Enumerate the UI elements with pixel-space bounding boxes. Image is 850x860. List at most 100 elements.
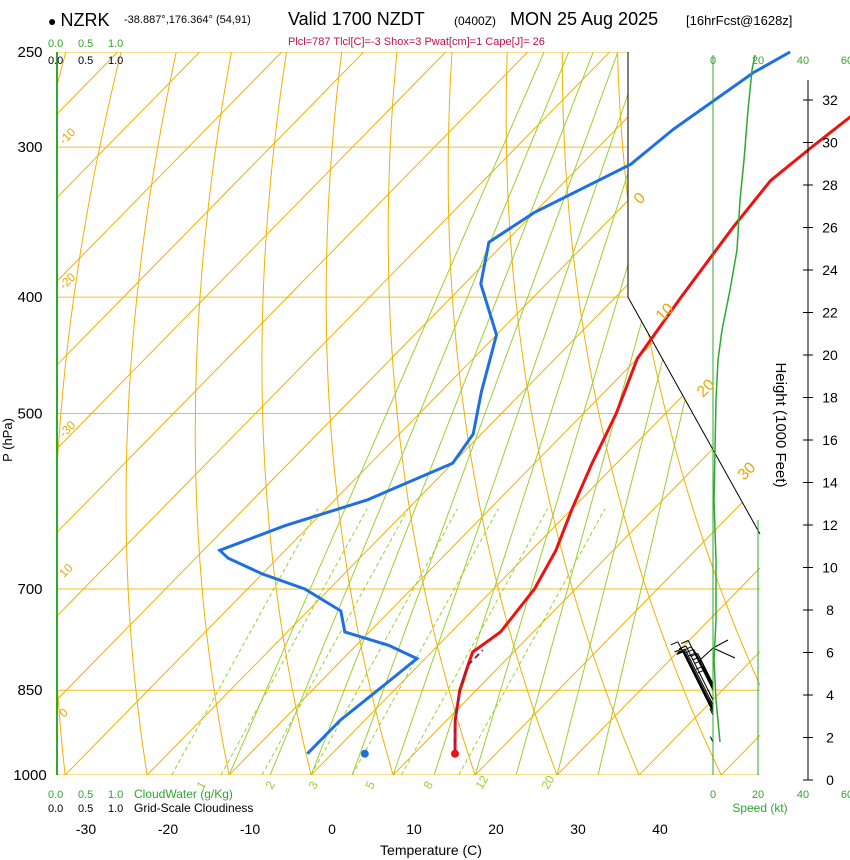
temperature-tick-label: 40 — [652, 821, 668, 837]
mixing-ratio-label: 5 — [362, 778, 378, 791]
mixing-ratio-label: 12 — [472, 773, 491, 792]
mixing-ratio-label: 2 — [262, 778, 278, 791]
height-tick-label: 22 — [822, 305, 838, 321]
isotherm-label: 0 — [631, 189, 649, 207]
series-parcel-line — [454, 649, 484, 754]
mixing-ratio-line — [261, 508, 409, 775]
cloud-scale-tick: 0.5 — [78, 38, 93, 50]
station-id: ● NZRK — [48, 10, 109, 31]
wind-barb — [697, 653, 714, 685]
moist-adiabat — [228, 52, 545, 775]
height-tick-label: 18 — [822, 390, 838, 406]
wind-barb — [685, 645, 714, 701]
mixing-ratio-label: 3 — [305, 778, 321, 791]
speed-tick-bottom: 60 — [841, 789, 850, 801]
height-tick-label: 24 — [822, 262, 838, 278]
mixing-ratio-line — [458, 508, 606, 775]
grid-layer — [56, 52, 850, 775]
mixing-ratio-label: 20 — [538, 773, 557, 792]
height-tick-label: 4 — [826, 687, 834, 703]
cloud-scale-tick: 1.0 — [108, 38, 123, 50]
height-tick-label: 12 — [822, 517, 838, 533]
mixing-ratio-line — [400, 508, 549, 775]
cloud-scale-tick: 0.5 — [78, 803, 93, 815]
wind-barb — [677, 641, 714, 713]
pressure-tick-label: 850 — [17, 682, 42, 699]
y2-axis-label: Height (1000 Feet) — [772, 362, 789, 487]
wind-barb-flag — [674, 648, 682, 653]
y-axis-label: P (hPa) — [0, 418, 15, 462]
mixing-ratio-line — [220, 508, 368, 775]
dry-adiabat — [505, 52, 640, 775]
station-dot-icon: ● — [48, 13, 57, 29]
station-name: NZRK — [60, 10, 110, 30]
chart-header: ● NZRK -38.887°,176.364° (54,91) Valid 17… — [0, 0, 850, 52]
cloud-scale-tick: 1.0 — [108, 803, 123, 815]
isotherm — [638, 52, 760, 775]
isotherm — [474, 52, 760, 775]
dry-adiabat — [561, 52, 722, 775]
moist-adiabat — [392, 52, 643, 775]
pressure-tick-label: 250 — [17, 44, 42, 61]
isotherm-label: 10 — [56, 561, 76, 581]
moist-adiabat — [269, 52, 570, 775]
cloud-scale-tick: 0.5 — [78, 789, 93, 801]
series-dewpoint-line — [216, 50, 791, 755]
height-tick-label: 30 — [822, 135, 838, 151]
moist-adiabat — [310, 52, 594, 775]
valid-time-utc: (0400Z) — [454, 14, 497, 28]
dry-adiabat — [57, 52, 122, 775]
pressure-tick-label: 700 — [17, 581, 42, 598]
cloud-scale-tick: 1.0 — [108, 789, 123, 801]
cloud-scale-tick: 1.0 — [108, 55, 123, 67]
dry-adiabat — [387, 52, 476, 775]
wind-barbs — [670, 639, 736, 743]
valid-date: MON 25 Aug 2025 — [510, 9, 659, 29]
height-axis: 0246810121416182022242628303200202040406… — [710, 54, 850, 815]
isotherm-label: 30 — [735, 459, 760, 484]
wind-barb — [693, 649, 714, 689]
cloudiness-label: Grid-Scale Cloudiness — [134, 801, 253, 815]
cloud-scale-tick: 0.0 — [48, 55, 63, 67]
speed-label: Speed (kt) — [732, 801, 787, 815]
cloud-water-label: CloudWater (g/Kg) — [134, 787, 233, 801]
height-tick-label: 32 — [822, 92, 838, 108]
isotherm — [310, 52, 760, 775]
height-tick-label: 0 — [826, 772, 834, 788]
surface-temperature-dot — [451, 749, 459, 758]
speed-tick-top: 40 — [797, 55, 809, 67]
temperature-tick-label: 10 — [406, 821, 422, 837]
cloud-scale-tick: 0.0 — [48, 38, 63, 50]
dry-adiabat — [194, 52, 232, 775]
mixing-ratio-line — [310, 508, 458, 775]
pressure-tick-label: 400 — [17, 289, 42, 306]
station-coords: -38.887°,176.364° (54,91) — [124, 14, 251, 26]
dry-adiabat — [672, 52, 760, 775]
pressure-tick-label: 300 — [17, 139, 42, 156]
height-tick-label: 14 — [822, 475, 838, 491]
isotherm-label: 0 — [56, 705, 71, 720]
wind-speed-profile — [713, 54, 756, 743]
wind-barb — [683, 650, 714, 709]
wind-barb-flag — [677, 648, 686, 653]
temperature-tick-label: 30 — [570, 821, 586, 837]
isotherm-label: -10 — [56, 125, 78, 147]
valid-time: Valid 1700 NZDT — [288, 9, 425, 29]
dry-adiabat — [838, 52, 850, 775]
pressure-tick-label: 500 — [17, 406, 42, 423]
isotherm — [57, 52, 529, 775]
temperature-tick-label: 0 — [328, 821, 336, 837]
speed-tick-top: 60 — [841, 55, 850, 67]
speed-tick-bottom: 20 — [752, 789, 764, 801]
plot-frame-diagonal — [627, 52, 761, 535]
dry-adiabat — [325, 52, 394, 775]
height-tick-label: 26 — [822, 220, 838, 236]
forecast-hour: [16hrFcst@1628z] — [686, 13, 793, 28]
x-axis-label: Temperature (C) — [380, 842, 482, 858]
moist-adiabat — [351, 52, 619, 775]
isotherm — [57, 52, 283, 775]
height-tick-label: 8 — [826, 602, 834, 618]
isotherm-label: 20 — [694, 376, 719, 401]
temperature-tick-label: 20 — [488, 821, 504, 837]
